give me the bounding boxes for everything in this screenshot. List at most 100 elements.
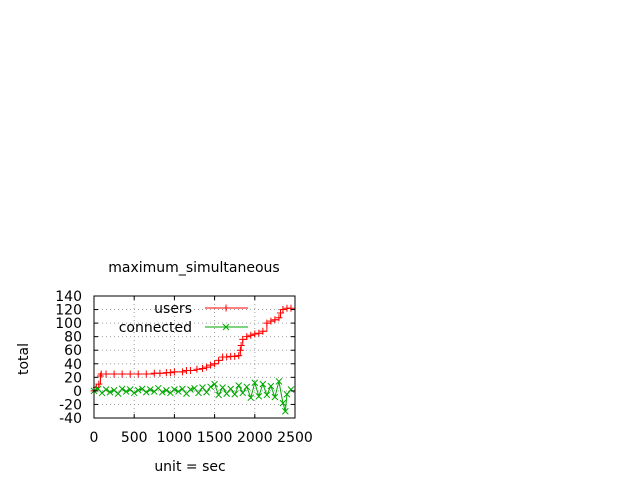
data-point-users xyxy=(186,367,194,375)
axis-ticks: 0 500 1000 1500 2000 2500-40-2002040608010012… xyxy=(55,289,313,446)
data-point-connected xyxy=(171,386,178,393)
data-point-connected xyxy=(102,386,110,393)
data-point-users xyxy=(271,316,279,324)
data-point-users xyxy=(223,353,231,361)
data-point-users xyxy=(95,380,103,388)
data-point-connected xyxy=(281,407,289,415)
y-tick-label: 140 xyxy=(55,289,82,305)
data-point-connected xyxy=(203,388,210,396)
x-tick-label: 2000 xyxy=(237,430,273,446)
data-point-users xyxy=(239,335,247,343)
x-tick-label: 1500 xyxy=(197,430,233,446)
data-point-connected xyxy=(223,390,231,397)
data-point-connected xyxy=(243,383,251,391)
data-point-connected xyxy=(259,380,267,388)
data-point-users xyxy=(263,319,271,327)
data-point-connected xyxy=(146,386,154,393)
data-point-users xyxy=(287,304,295,312)
data-point-users xyxy=(231,352,239,360)
data-point-connected xyxy=(130,389,138,397)
plot-frame xyxy=(93,295,296,419)
data-point-connected xyxy=(179,385,186,393)
y-tick-label: 80 xyxy=(64,330,82,346)
data-point-users xyxy=(118,370,126,378)
data-point-connected xyxy=(199,384,206,391)
data-point-users xyxy=(126,370,134,378)
data-point-users xyxy=(259,327,267,335)
y-tick-label: 0 xyxy=(73,384,82,400)
data-point-connected xyxy=(118,385,126,393)
data-point-connected xyxy=(251,379,259,387)
data-point-users xyxy=(235,352,243,360)
y-tick-label: 100 xyxy=(55,316,82,332)
legend-marker-users xyxy=(222,304,230,312)
grid xyxy=(94,296,295,418)
y-tick-label: 20 xyxy=(64,370,82,386)
data-point-users xyxy=(211,360,219,368)
legend-label-connected: connected xyxy=(119,320,192,336)
y-tick-label: -20 xyxy=(59,397,82,413)
data-point-connected xyxy=(175,388,182,395)
data-point-users xyxy=(255,329,263,337)
x-tick-label: 500 xyxy=(121,430,148,446)
data-point-connected xyxy=(247,394,255,402)
x-tick-label: 1000 xyxy=(157,430,193,446)
legend-label-users: users xyxy=(154,301,192,317)
data-point-connected xyxy=(134,386,142,394)
legend-marker-connected xyxy=(222,323,230,331)
data-point-users xyxy=(142,370,150,378)
legend: users connected xyxy=(119,301,248,336)
data-point-users xyxy=(207,361,215,369)
data-point-connected xyxy=(231,390,239,398)
data-point-connected xyxy=(287,386,295,393)
data-point-users xyxy=(199,365,207,373)
data-point-connected xyxy=(283,390,291,398)
data-point-users xyxy=(236,346,244,354)
data-point-users xyxy=(166,369,174,377)
y-tick-label: 60 xyxy=(64,343,82,359)
data-point-users xyxy=(134,370,142,378)
data-point-connected xyxy=(267,382,275,390)
data-point-users xyxy=(110,370,118,378)
data-point-users xyxy=(247,331,255,339)
data-point-users xyxy=(237,341,245,349)
data-point-users xyxy=(156,369,164,377)
data-point-connected xyxy=(191,384,198,392)
data-point-connected xyxy=(187,386,194,393)
x-tick-label: 2500 xyxy=(277,430,313,446)
data-point-users xyxy=(102,370,110,378)
data-point-users xyxy=(251,330,259,338)
data-point-connected xyxy=(114,390,122,397)
data-point-users xyxy=(203,363,211,371)
data-point-connected xyxy=(235,382,243,389)
data-point-connected xyxy=(255,392,263,400)
x-tick-label: 0 xyxy=(90,430,99,446)
data-point-connected xyxy=(239,389,247,397)
data-point-connected xyxy=(207,383,214,391)
y-tick-label: 120 xyxy=(55,303,82,319)
data-point-connected xyxy=(271,393,279,401)
x-axis-label: unit = sec xyxy=(154,459,225,475)
data-point-connected xyxy=(211,380,218,388)
data-point-users xyxy=(170,368,178,376)
data-point-connected xyxy=(227,385,235,393)
data-point-connected xyxy=(195,389,202,397)
data-point-users xyxy=(243,333,251,341)
series-layer xyxy=(90,304,295,415)
data-point-connected xyxy=(106,388,114,396)
y-tick-label: -40 xyxy=(59,411,82,427)
y-axis-label: total xyxy=(16,343,32,375)
data-point-connected xyxy=(219,384,226,391)
data-point-connected xyxy=(275,378,283,385)
data-point-connected xyxy=(142,388,150,396)
data-point-connected xyxy=(158,388,166,396)
data-point-connected xyxy=(122,388,130,395)
chart-title: maximum_simultaneous xyxy=(108,260,279,276)
data-point-users xyxy=(279,306,287,314)
data-point-connected xyxy=(263,391,271,399)
data-point-users xyxy=(215,356,223,364)
data-point-connected xyxy=(215,391,222,399)
data-point-users xyxy=(275,314,283,322)
data-point-connected xyxy=(279,399,287,407)
